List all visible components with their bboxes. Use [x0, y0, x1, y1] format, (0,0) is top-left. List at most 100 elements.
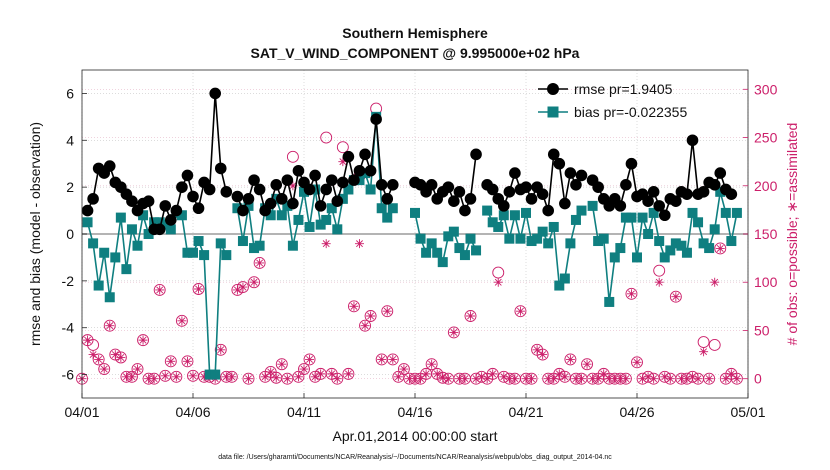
rmse-point [486, 183, 499, 196]
rmse-point [364, 164, 377, 177]
bias-point [154, 217, 165, 228]
bias-point [548, 221, 559, 232]
obs-assimilated-marker [177, 316, 187, 326]
bias-point [698, 238, 709, 249]
rmse-point [642, 195, 654, 207]
bias-point [287, 240, 298, 251]
bias-point [654, 236, 665, 247]
x-tick-label: 05/01 [730, 404, 765, 420]
rmse-point [81, 204, 94, 217]
x-tick-label: 04/06 [175, 404, 210, 420]
bias-point [454, 243, 465, 254]
obs-assimilated-marker [160, 371, 170, 381]
rmse-point [281, 174, 294, 186]
obs-possible-marker [298, 363, 310, 376]
rmse-point [653, 200, 665, 212]
rmse-point [320, 183, 333, 196]
bias-point [143, 229, 154, 239]
obs-assimilated-marker [216, 345, 226, 355]
rmse-point [553, 157, 566, 170]
obs-assimilated-marker [404, 374, 414, 384]
obs-assimilated-marker [338, 157, 348, 167]
bias-point [243, 200, 254, 211]
obs-assimilated-marker [393, 372, 403, 382]
rmse-point [536, 188, 549, 200]
obs-possible-marker [137, 334, 150, 347]
obs-assimilated-marker [282, 374, 292, 384]
bias-point [593, 236, 604, 247]
obs-assimilated-marker [665, 374, 675, 384]
obs-assimilated-marker [460, 374, 470, 384]
bias-point [504, 233, 515, 244]
obs-assimilated-marker [493, 277, 503, 287]
rmse-point [103, 160, 116, 172]
rmse-point [564, 167, 577, 179]
obs-assimilated-marker [560, 372, 570, 382]
obs-assimilated-marker [110, 350, 120, 360]
bias-point [493, 221, 504, 232]
obs-assimilated-marker [343, 369, 353, 379]
obs-assimilated-marker [726, 369, 736, 379]
rmse-point [253, 183, 266, 196]
bias-point [681, 247, 692, 258]
obs-assimilated-marker [377, 354, 387, 364]
rmse-point [614, 200, 627, 212]
rmse-point [126, 195, 138, 207]
legend-bias-label: bias pr=-0.022355 [574, 104, 687, 120]
obs-assimilated-marker [676, 374, 686, 384]
obs-assimilated-marker [255, 258, 265, 268]
rmse-point [570, 179, 582, 191]
rmse-point [309, 169, 321, 182]
bias-point [165, 224, 176, 235]
bias-point [382, 212, 393, 223]
bias-point [410, 207, 420, 218]
bias-point [482, 205, 493, 216]
bias-point [559, 273, 570, 284]
obs-possible-marker [164, 355, 177, 368]
bias-point [715, 186, 726, 197]
bias-point [82, 217, 93, 228]
legend-rmse-label: rmse pr=1.9405 [574, 81, 673, 97]
obs-possible-marker [536, 348, 549, 361]
rmse-point [170, 204, 183, 217]
bias-point [659, 252, 670, 263]
bias-point [276, 210, 287, 221]
rmse-point [187, 190, 199, 203]
bias-point [459, 250, 470, 261]
obs-possible-marker [581, 358, 593, 371]
bias-point [104, 292, 115, 303]
y2-tick-label: 0 [754, 371, 762, 387]
bias-point [337, 193, 348, 204]
obs-assimilated-marker [221, 372, 231, 382]
obs-assimilated-marker [388, 354, 398, 364]
rmse-point [453, 186, 466, 198]
rmse-point [509, 167, 521, 179]
rmse-point [625, 157, 638, 170]
obs-possible-marker [331, 372, 344, 385]
obs-possible-marker [242, 372, 255, 385]
bias-point [604, 296, 615, 307]
obs-assimilated-marker [293, 372, 303, 382]
obs-possible-marker [653, 264, 666, 277]
y2-tick-label: 300 [754, 81, 778, 97]
obs-assimilated-marker [632, 357, 642, 367]
bias-point [360, 168, 371, 179]
rmse-point [248, 174, 260, 186]
rmse-point [592, 181, 604, 193]
obs-assimilated-marker [682, 374, 692, 384]
y-tick-label: 6 [66, 85, 74, 101]
obs-assimilated-marker [515, 306, 525, 316]
obs-assimilated-marker [88, 350, 98, 360]
bias-point [365, 184, 376, 195]
bias-point [515, 233, 526, 244]
obs-possible-marker [214, 343, 227, 356]
rmse-point [442, 181, 455, 193]
obs-possible-marker [303, 353, 316, 366]
rmse-point [359, 148, 371, 161]
obs-possible-marker [248, 276, 261, 289]
y-tick-label: 0 [66, 226, 74, 242]
bias-point [687, 207, 698, 218]
obs-assimilated-marker [466, 311, 475, 321]
bias-point [487, 217, 498, 228]
obs-possible-marker [386, 353, 399, 366]
